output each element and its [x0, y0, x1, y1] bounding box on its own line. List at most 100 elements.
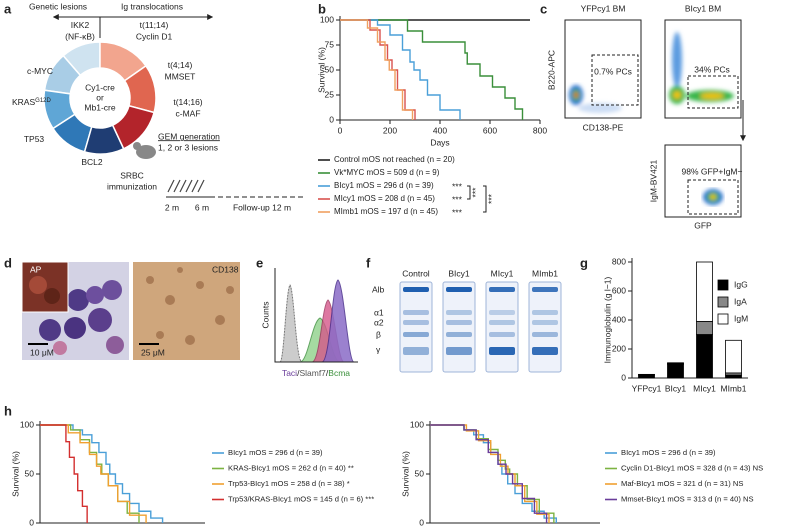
legend-label: Vk*MYC mOS = 509 d (n = 9) — [334, 168, 440, 177]
legend-label: Trp53-BIcy1 mOS = 258 d (n = 38) * — [228, 479, 350, 488]
y-tick-label: 600 — [612, 285, 626, 295]
segment-label: t(14;16) — [173, 97, 202, 107]
band — [446, 310, 472, 315]
survival-curve — [40, 424, 147, 523]
wheel-segment — [43, 54, 82, 95]
survival-curve — [340, 19, 524, 120]
timepoint: Follow-up 12 m — [233, 202, 291, 212]
fraction-label: β — [376, 329, 381, 339]
wheel — [43, 41, 157, 155]
panel-label: b — [318, 1, 326, 16]
y-axis-label: Survival (%) — [316, 47, 326, 93]
lane-label: MIcy1 — [491, 268, 514, 278]
panel-label: h — [4, 403, 12, 418]
plot-title: YFPcy1 BM — [581, 3, 626, 13]
segment-label: BCL2 — [81, 157, 103, 167]
x-tick-label: 200 — [383, 125, 397, 135]
label-part: / — [297, 368, 300, 378]
legend-label: IgM — [734, 313, 748, 323]
y-axis-label: Immunoglobulin (g l−1) — [602, 276, 612, 363]
layout: a Genetic lesions Ig translocations Cy1-… — [4, 1, 746, 378]
segment-sublabel: (NF-κB) — [65, 31, 95, 41]
axis-label: GFP — [694, 220, 712, 230]
inset-label: AP — [30, 264, 42, 274]
gem-subtitle: 1, 2 or 3 lesions — [158, 142, 218, 152]
segment-sublabel: c-MAF — [175, 108, 200, 118]
bar-segment — [667, 363, 684, 379]
legend-swatch — [717, 313, 729, 325]
lane — [485, 281, 519, 373]
segment-label: IKK2 — [71, 20, 90, 30]
survival-curve — [430, 424, 548, 523]
axis — [39, 421, 205, 524]
band — [446, 347, 472, 355]
fraction-label: α1 — [374, 307, 384, 317]
band — [489, 310, 515, 315]
survival-curve — [40, 424, 88, 523]
axis-label: Counts — [260, 302, 270, 329]
bar-segment — [667, 362, 684, 364]
band — [446, 332, 472, 337]
lane-label: BIcy1 — [448, 268, 470, 278]
scale-bar-label: 25 μM — [141, 347, 165, 357]
mouse — [133, 142, 141, 150]
legend-label: Maf-BIcy1 mOS = 321 d (n = 31) NS — [621, 479, 743, 488]
flow-plot — [564, 19, 746, 218]
y-tick-label: 800 — [612, 256, 626, 266]
center-text: Cy1-cre — [85, 82, 115, 92]
heading: Genetic lesions — [29, 1, 87, 11]
y-tick-label: 50 — [415, 468, 425, 478]
x-tick-label: 600 — [483, 125, 497, 135]
segment-label: t(4;14) — [168, 60, 193, 70]
bar-segment — [725, 339, 742, 374]
survival-curve — [430, 424, 555, 523]
panel-label: a — [4, 1, 12, 16]
bar-segment — [696, 261, 713, 322]
legend-label: Mmset-BIcy1 mOS = 313 d (n = 40) NS — [621, 495, 754, 504]
band — [489, 347, 515, 355]
legend-label: BIcy1 mOS = 296 d (n = 39) — [334, 181, 434, 190]
y-tick-label: 50 — [325, 64, 335, 74]
band — [532, 332, 558, 337]
legend-swatch — [717, 279, 729, 291]
legend-label: MIcy1 mOS = 208 d (n = 45) — [334, 194, 435, 203]
immunization: immunization — [107, 181, 157, 191]
y-axis-label: Survival (%) — [10, 451, 20, 497]
plot-title: BIcy1 BM — [685, 3, 721, 13]
y-axis-label: Survival (%) — [400, 451, 410, 497]
y-tick-label: 0 — [329, 114, 334, 124]
mouse — [136, 145, 156, 159]
label-part: Slamf7 — [299, 368, 326, 378]
x-tick-label: 800 — [533, 125, 547, 135]
y-tick-label: 200 — [612, 343, 626, 353]
lane — [399, 281, 433, 373]
wheel-segment — [51, 113, 93, 153]
x-tick-label: BIcy1 — [665, 383, 687, 393]
legend-label: BIcy1 mOS = 296 d (n = 39) — [228, 448, 323, 457]
y-tick-label: 100 — [20, 419, 34, 429]
panel-label: f — [366, 255, 371, 270]
axis-label: Taci/Slamf7/Bcma — [282, 368, 350, 378]
y-tick-label: 0 — [29, 517, 34, 527]
segment-label: BCL2 — [81, 157, 103, 167]
legend-label: IgG — [734, 279, 748, 289]
segment-sublabel: Cyclin D1 — [136, 31, 173, 41]
label-part: Bcma — [328, 368, 350, 378]
lane — [442, 281, 476, 373]
y-tick-label: 400 — [612, 314, 626, 324]
panel-label: c — [540, 1, 547, 16]
band — [489, 320, 515, 325]
survival-curve — [430, 424, 557, 523]
label-part: Taci — [282, 368, 297, 378]
segment-sublabel: MMSET — [165, 71, 196, 81]
significance: *** — [452, 207, 463, 217]
y-tick-label: 0 — [621, 372, 626, 382]
bracket — [467, 185, 471, 200]
segment-label: KRASG12D — [12, 97, 51, 107]
segment-label: t(11;14) — [140, 20, 169, 30]
x-tick-label: YFPcy1 — [632, 383, 662, 393]
band — [532, 347, 558, 355]
panel-label: e — [256, 255, 263, 270]
legend-label: IgA — [734, 296, 747, 306]
x-tick-label: 0 — [338, 125, 343, 135]
